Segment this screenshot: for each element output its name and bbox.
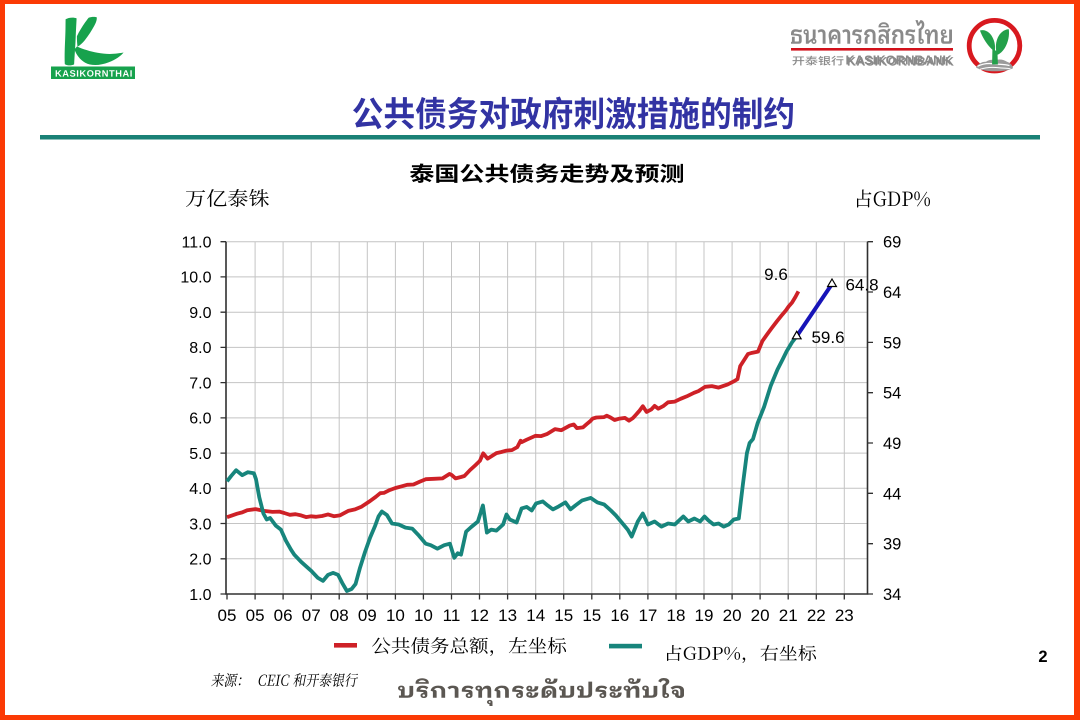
svg-text:20: 20 bbox=[723, 606, 742, 625]
svg-text:64.8: 64.8 bbox=[845, 276, 878, 295]
svg-text:13: 13 bbox=[498, 606, 517, 625]
svg-text:18: 18 bbox=[667, 606, 686, 625]
svg-text:59.6: 59.6 bbox=[811, 328, 844, 347]
svg-text:1.0: 1.0 bbox=[189, 587, 211, 604]
svg-text:34: 34 bbox=[883, 586, 901, 604]
svg-text:9.6: 9.6 bbox=[764, 265, 788, 284]
svg-text:05: 05 bbox=[246, 606, 265, 625]
svg-text:22: 22 bbox=[807, 606, 826, 625]
svg-text:15: 15 bbox=[582, 606, 601, 625]
svg-text:19: 19 bbox=[695, 606, 714, 625]
svg-text:10: 10 bbox=[414, 606, 433, 625]
svg-text:06: 06 bbox=[274, 606, 293, 625]
svg-text:7.0: 7.0 bbox=[189, 375, 211, 392]
svg-text:2: 2 bbox=[1038, 648, 1047, 666]
svg-text:64: 64 bbox=[883, 284, 901, 302]
svg-text:10.0: 10.0 bbox=[180, 270, 211, 287]
svg-text:49: 49 bbox=[883, 435, 901, 453]
svg-text:69: 69 bbox=[883, 234, 901, 252]
svg-text:05: 05 bbox=[218, 606, 237, 625]
svg-text:17: 17 bbox=[638, 606, 657, 625]
svg-text:8.0: 8.0 bbox=[189, 340, 211, 357]
svg-text:44: 44 bbox=[883, 485, 901, 503]
svg-text:09: 09 bbox=[358, 606, 377, 625]
svg-text:9.0: 9.0 bbox=[189, 305, 211, 322]
svg-text:3.0: 3.0 bbox=[189, 516, 211, 533]
svg-text:12: 12 bbox=[470, 606, 489, 625]
svg-text:20: 20 bbox=[751, 606, 770, 625]
svg-text:4.0: 4.0 bbox=[189, 481, 211, 498]
svg-text:08: 08 bbox=[330, 606, 349, 625]
svg-text:6.0: 6.0 bbox=[189, 411, 211, 428]
svg-text:15: 15 bbox=[554, 606, 573, 625]
svg-text:14: 14 bbox=[526, 606, 545, 625]
svg-text:39: 39 bbox=[883, 536, 901, 554]
svg-text:59: 59 bbox=[883, 334, 901, 352]
svg-text:11: 11 bbox=[443, 606, 461, 625]
svg-text:23: 23 bbox=[835, 606, 854, 625]
svg-text:16: 16 bbox=[610, 606, 629, 625]
svg-text:2.0: 2.0 bbox=[189, 552, 211, 569]
svg-text:5.0: 5.0 bbox=[189, 446, 211, 463]
svg-text:54: 54 bbox=[883, 385, 901, 403]
svg-text:07: 07 bbox=[302, 606, 321, 625]
svg-text:11.0: 11.0 bbox=[182, 235, 212, 252]
svg-text:21: 21 bbox=[779, 606, 798, 625]
svg-text:10: 10 bbox=[386, 606, 405, 625]
